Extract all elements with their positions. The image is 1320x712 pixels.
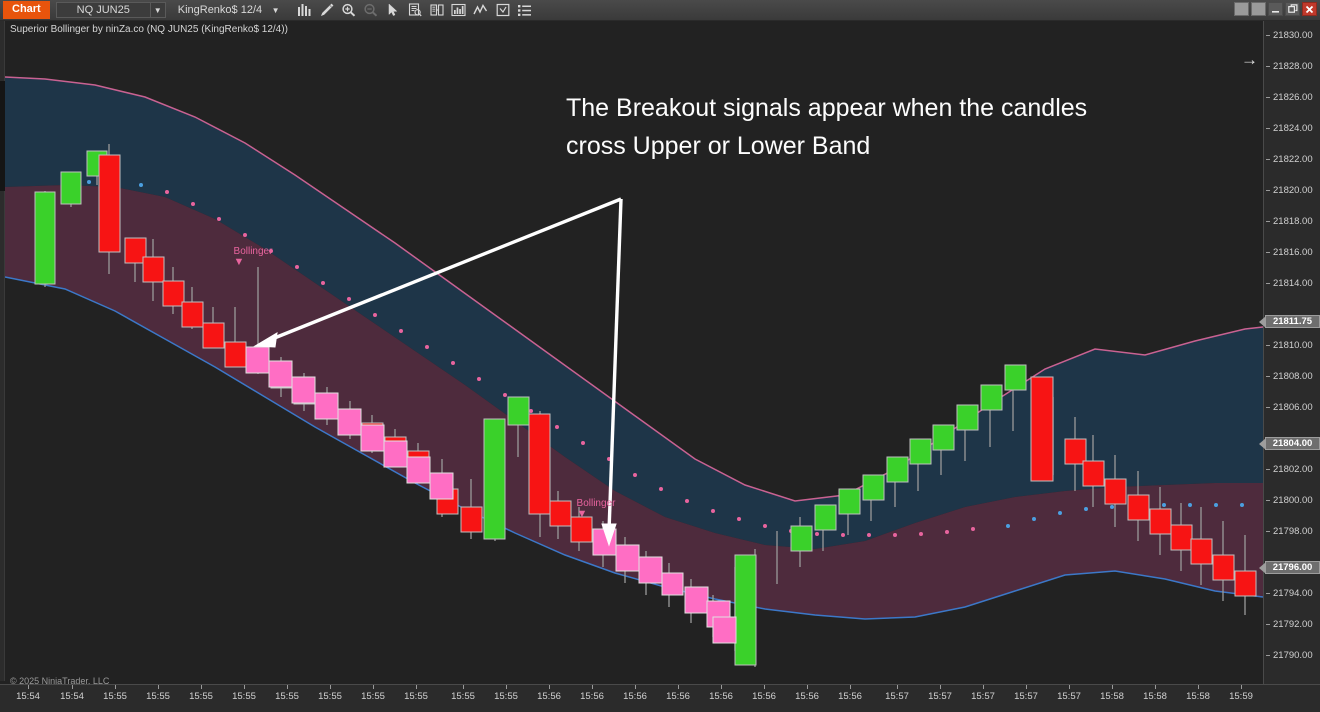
copyright-notice: © 2025 NinjaTrader, LLC bbox=[10, 676, 110, 686]
data-series-selector[interactable]: KingRenko$ 12/4 ▼ bbox=[172, 2, 283, 18]
time-tick: 15:55 bbox=[451, 691, 475, 702]
down-triangle-icon: ▼ bbox=[233, 256, 245, 268]
price-tick: 21830.00 bbox=[1273, 30, 1313, 41]
document-icon[interactable] bbox=[405, 2, 424, 19]
window-controls bbox=[1234, 2, 1317, 16]
upper-band-fill bbox=[5, 77, 1263, 549]
scrollbar-thumb[interactable] bbox=[0, 81, 5, 191]
time-tick: 15:57 bbox=[1057, 691, 1081, 702]
price-tick: 21792.00 bbox=[1273, 619, 1313, 630]
price-tick: 21798.00 bbox=[1273, 526, 1313, 537]
cursor-pointer-icon[interactable] bbox=[383, 2, 402, 19]
restore-down-button[interactable] bbox=[1234, 2, 1249, 16]
time-tick: 15:56 bbox=[537, 691, 561, 702]
time-tick: 15:55 bbox=[494, 691, 518, 702]
band-price-highlight-upper: 21804.00 bbox=[1259, 437, 1320, 450]
price-tick: 21808.00 bbox=[1273, 371, 1313, 382]
time-tick: 15:56 bbox=[623, 691, 647, 702]
current-price-highlight: 21811.75 bbox=[1259, 315, 1320, 328]
panel-button[interactable] bbox=[1251, 2, 1266, 16]
time-tick: 15:56 bbox=[709, 691, 733, 702]
price-tick: 21806.00 bbox=[1273, 402, 1313, 413]
chevron-down-icon[interactable]: ▼ bbox=[149, 3, 165, 17]
minimize-button[interactable] bbox=[1268, 2, 1283, 16]
time-tick: 15:54 bbox=[60, 691, 84, 702]
price-tick: 21814.00 bbox=[1273, 278, 1313, 289]
upper-band-line bbox=[5, 76, 1263, 502]
list-icon[interactable] bbox=[515, 2, 534, 19]
time-tick: 15:56 bbox=[838, 691, 862, 702]
properties-icon[interactable] bbox=[493, 2, 512, 19]
price-plot[interactable]: Bollinger ▼ Bollinger ▼ bbox=[5, 39, 1263, 684]
time-tick: 15:57 bbox=[885, 691, 909, 702]
right-arrow-icon[interactable]: → bbox=[1241, 50, 1258, 69]
time-tick: 15:59 bbox=[1229, 691, 1253, 702]
time-tick: 15:56 bbox=[666, 691, 690, 702]
time-tick: 15:56 bbox=[752, 691, 776, 702]
chevron-down-icon[interactable]: ▼ bbox=[271, 5, 280, 15]
time-tick: 15:55 bbox=[361, 691, 385, 702]
price-tick: 21818.00 bbox=[1273, 216, 1313, 227]
pencil-draw-icon[interactable] bbox=[317, 2, 336, 19]
time-axis[interactable]: 15:54 15:54 15:55 15:55 15:55 15:55 15:5… bbox=[0, 684, 1320, 712]
price-axis[interactable]: 21830.00 21828.00 21826.00 21824.00 2182… bbox=[1259, 21, 1320, 712]
time-tick: 15:55 bbox=[318, 691, 342, 702]
instrument-selector[interactable]: NQ JUN25 ▼ bbox=[55, 2, 166, 18]
close-button[interactable] bbox=[1302, 2, 1317, 16]
price-tick: 21828.00 bbox=[1273, 61, 1313, 72]
bollinger-signal-label-2: Bollinger ▼ bbox=[576, 498, 616, 520]
price-tick: 21794.00 bbox=[1273, 588, 1313, 599]
indicator-icon[interactable] bbox=[449, 2, 468, 19]
band-price-highlight-lower: 21796.00 bbox=[1259, 561, 1320, 574]
data-box-icon[interactable] bbox=[427, 2, 446, 19]
maximize-button[interactable] bbox=[1285, 2, 1300, 16]
time-tick: 15:58 bbox=[1143, 691, 1167, 702]
zoom-in-icon[interactable] bbox=[339, 2, 358, 19]
time-tick: 15:54 bbox=[16, 691, 40, 702]
price-tick: 21810.00 bbox=[1273, 340, 1313, 351]
line-chart-icon[interactable] bbox=[471, 2, 490, 19]
time-tick: 15:55 bbox=[232, 691, 256, 702]
candle-series bbox=[34, 144, 1257, 667]
bar-chart-icon[interactable] bbox=[295, 2, 314, 19]
time-tick: 15:58 bbox=[1186, 691, 1210, 702]
time-tick: 15:55 bbox=[103, 691, 127, 702]
time-tick: 15:58 bbox=[1100, 691, 1124, 702]
price-tick: 21820.00 bbox=[1273, 185, 1313, 196]
down-triangle-icon: ▼ bbox=[576, 508, 588, 520]
zoom-out-icon[interactable] bbox=[361, 2, 380, 19]
chart-left-scrollbar[interactable] bbox=[0, 21, 5, 681]
annotation-arrows bbox=[253, 197, 623, 547]
time-tick: 15:55 bbox=[146, 691, 170, 702]
time-tick: 15:56 bbox=[795, 691, 819, 702]
price-tick: 21790.00 bbox=[1273, 650, 1313, 661]
chart-canvas-area[interactable]: Superior Bollinger by ninZa.co (NQ JUN25… bbox=[0, 21, 1320, 712]
tool-icon-group bbox=[295, 2, 534, 19]
instrument-value: NQ JUN25 bbox=[76, 4, 130, 16]
annotation-text: The Breakout signals appear when the can… bbox=[566, 89, 1206, 165]
annotation-line-1: The Breakout signals appear when the can… bbox=[566, 94, 1088, 122]
main-toolbar: Chart NQ JUN25 ▼ KingRenko$ 12/4 ▼ bbox=[0, 0, 1320, 21]
time-tick: 15:57 bbox=[928, 691, 952, 702]
price-tick: 21826.00 bbox=[1273, 92, 1313, 103]
data-series-value: KingRenko$ 12/4 bbox=[177, 4, 263, 16]
bollinger-signal-label-1: Bollinger ▼ bbox=[233, 246, 273, 268]
price-tick: 21802.00 bbox=[1273, 464, 1313, 475]
price-tick: 21816.00 bbox=[1273, 247, 1313, 258]
time-tick: 15:57 bbox=[1014, 691, 1038, 702]
price-tick: 21824.00 bbox=[1273, 123, 1313, 134]
chart-tab[interactable]: Chart bbox=[3, 1, 50, 19]
time-tick: 15:55 bbox=[404, 691, 428, 702]
price-tick: 21822.00 bbox=[1273, 154, 1313, 165]
time-tick: 15:55 bbox=[189, 691, 213, 702]
annotation-line-2: cross Upper or Lower Band bbox=[566, 132, 871, 160]
time-tick: 15:56 bbox=[580, 691, 604, 702]
chart-title: Superior Bollinger by ninZa.co (NQ JUN25… bbox=[10, 24, 288, 35]
price-tick: 21800.00 bbox=[1273, 495, 1313, 506]
time-tick: 15:55 bbox=[275, 691, 299, 702]
plot-svg bbox=[5, 76, 1263, 667]
lower-band-fill bbox=[5, 185, 1263, 619]
time-tick: 15:57 bbox=[971, 691, 995, 702]
